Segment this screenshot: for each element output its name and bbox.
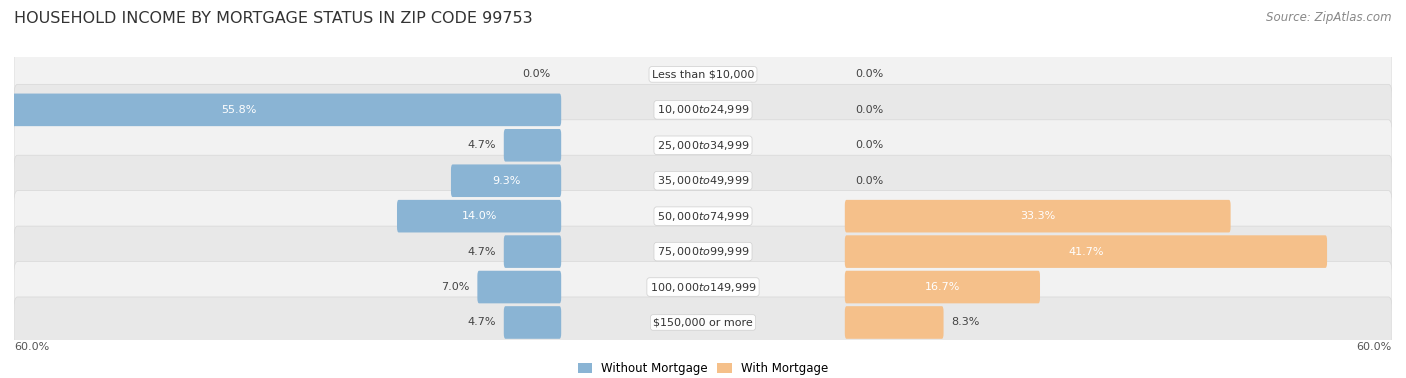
Text: HOUSEHOLD INCOME BY MORTGAGE STATUS IN ZIP CODE 99753: HOUSEHOLD INCOME BY MORTGAGE STATUS IN Z… <box>14 11 533 26</box>
FancyBboxPatch shape <box>503 306 561 339</box>
Text: 33.3%: 33.3% <box>1021 211 1056 221</box>
Text: $100,000 to $149,999: $100,000 to $149,999 <box>650 280 756 294</box>
Text: 16.7%: 16.7% <box>925 282 960 292</box>
FancyBboxPatch shape <box>503 235 561 268</box>
FancyBboxPatch shape <box>451 164 561 197</box>
FancyBboxPatch shape <box>396 200 561 232</box>
FancyBboxPatch shape <box>14 49 1392 100</box>
Text: Source: ZipAtlas.com: Source: ZipAtlas.com <box>1267 11 1392 24</box>
Text: 0.0%: 0.0% <box>856 140 884 150</box>
Text: $50,000 to $74,999: $50,000 to $74,999 <box>657 210 749 223</box>
Text: $150,000 or more: $150,000 or more <box>654 318 752 327</box>
Text: 14.0%: 14.0% <box>461 211 496 221</box>
FancyBboxPatch shape <box>0 94 561 126</box>
Text: 0.0%: 0.0% <box>856 70 884 79</box>
Text: $10,000 to $24,999: $10,000 to $24,999 <box>657 103 749 116</box>
Text: 60.0%: 60.0% <box>14 342 49 352</box>
Text: 7.0%: 7.0% <box>441 282 470 292</box>
FancyBboxPatch shape <box>845 200 1230 232</box>
Text: 0.0%: 0.0% <box>522 70 550 79</box>
FancyBboxPatch shape <box>14 262 1392 313</box>
FancyBboxPatch shape <box>14 120 1392 171</box>
Text: 0.0%: 0.0% <box>856 105 884 115</box>
Text: 41.7%: 41.7% <box>1069 246 1104 257</box>
Text: 55.8%: 55.8% <box>221 105 257 115</box>
Legend: Without Mortgage, With Mortgage: Without Mortgage, With Mortgage <box>574 357 832 378</box>
Text: Less than $10,000: Less than $10,000 <box>652 70 754 79</box>
Text: 4.7%: 4.7% <box>468 246 496 257</box>
Text: $75,000 to $99,999: $75,000 to $99,999 <box>657 245 749 258</box>
Text: 4.7%: 4.7% <box>468 140 496 150</box>
FancyBboxPatch shape <box>845 271 1040 303</box>
FancyBboxPatch shape <box>478 271 561 303</box>
FancyBboxPatch shape <box>14 297 1392 348</box>
FancyBboxPatch shape <box>845 235 1327 268</box>
FancyBboxPatch shape <box>845 306 943 339</box>
Text: 4.7%: 4.7% <box>468 318 496 327</box>
FancyBboxPatch shape <box>14 226 1392 277</box>
FancyBboxPatch shape <box>14 84 1392 135</box>
FancyBboxPatch shape <box>14 155 1392 206</box>
Text: $25,000 to $34,999: $25,000 to $34,999 <box>657 139 749 152</box>
FancyBboxPatch shape <box>14 191 1392 242</box>
Text: 9.3%: 9.3% <box>492 176 520 186</box>
FancyBboxPatch shape <box>503 129 561 162</box>
Text: $35,000 to $49,999: $35,000 to $49,999 <box>657 174 749 187</box>
Text: 8.3%: 8.3% <box>950 318 980 327</box>
Text: 0.0%: 0.0% <box>856 176 884 186</box>
Text: 60.0%: 60.0% <box>1357 342 1392 352</box>
